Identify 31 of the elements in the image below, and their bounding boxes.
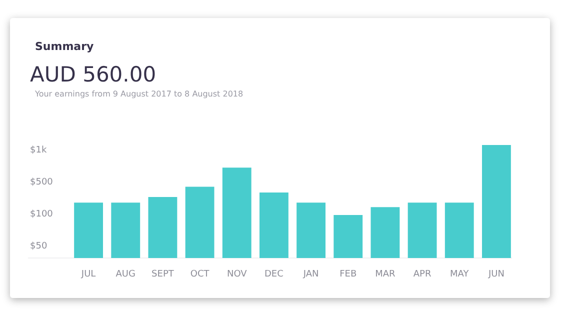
text: $100: [30, 210, 54, 220]
bar: [334, 215, 363, 258]
bar: [408, 202, 437, 258]
x-tick-label: DEC: [264, 270, 284, 280]
x-tick-label: JUL: [80, 270, 96, 280]
bar: [482, 145, 511, 258]
bar: [111, 202, 140, 258]
x-tick-label: SEPT: [152, 270, 174, 280]
x-tick-label: FEB: [340, 270, 357, 280]
x-tick-label: AUG: [116, 270, 136, 280]
x-tick-label: NOV: [226, 270, 248, 280]
chart-subtitle: Your earnings from 9 August 2017 to 8 August 2018: [34, 90, 244, 98]
bar: [259, 192, 288, 258]
x-tick-label: OCT: [190, 270, 210, 280]
x-tick-label: JAN: [302, 270, 319, 280]
bar: [444, 202, 474, 258]
x-tick-label: MAR: [375, 270, 396, 280]
text: $50: [30, 242, 48, 252]
bar: [296, 202, 326, 258]
chart-title: Summary: [35, 40, 94, 53]
bar: [74, 202, 104, 258]
bar: [148, 196, 178, 258]
bar: [370, 207, 400, 258]
text: $1k: [30, 146, 48, 156]
x-tick-label: JUN: [487, 270, 504, 280]
x-tick-label: APR: [413, 270, 432, 280]
bar: [222, 168, 252, 258]
x-tick-label: MAY: [450, 270, 470, 280]
text: $500: [30, 178, 54, 188]
bar: [185, 186, 214, 258]
text: AUD 560.00: [30, 62, 156, 86]
